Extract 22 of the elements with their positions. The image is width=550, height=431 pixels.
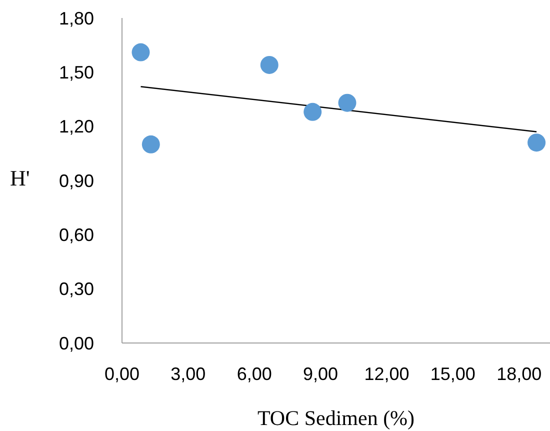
point — [132, 43, 150, 62]
point — [528, 134, 546, 152]
x-tick-label: 6,00 — [236, 364, 272, 384]
y-tick-label: 0,90 — [58, 170, 94, 191]
x-tick-label: 18,00 — [496, 364, 542, 384]
y-tick-label: 0,00 — [58, 333, 94, 354]
x-axis-title: TOC Sedimen (%) — [257, 406, 415, 430]
x-tick-label: 0,00 — [104, 364, 140, 384]
x-tick-label: 3,00 — [170, 364, 206, 384]
y-tick-label: 1,20 — [58, 116, 94, 137]
point — [304, 102, 322, 121]
x-tick-label: 12,00 — [364, 364, 410, 384]
x-tick-label: 9,00 — [303, 364, 338, 384]
x-tick-label: 15,00 — [430, 364, 476, 384]
y-tick-label: 1,50 — [58, 62, 94, 83]
y-tick-label: 0,60 — [58, 225, 94, 246]
point — [260, 56, 278, 74]
y-axis-title: H' — [10, 166, 30, 191]
y-tick-label: 0,30 — [58, 279, 94, 300]
point — [338, 94, 356, 112]
point — [142, 135, 160, 154]
y-tick-label: 1,80 — [58, 8, 94, 28]
